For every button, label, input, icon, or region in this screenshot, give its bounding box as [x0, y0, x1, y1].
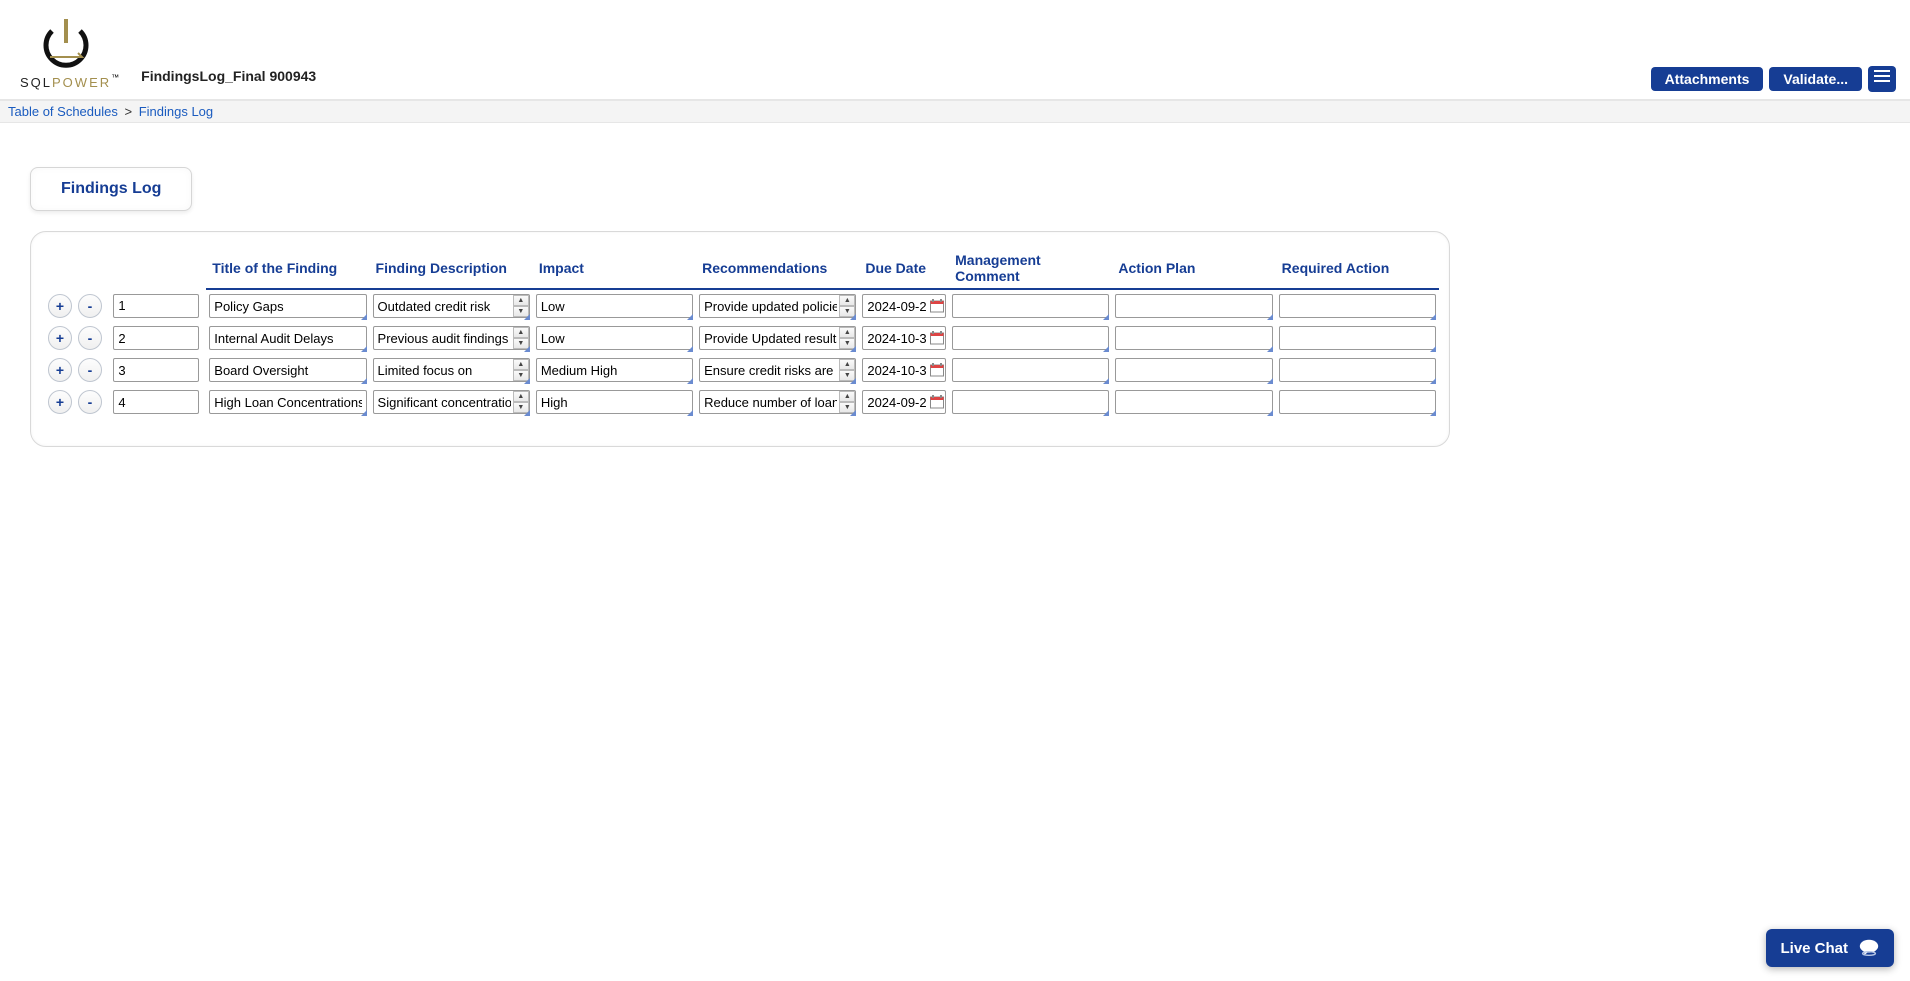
recommendations-input[interactable] — [699, 390, 856, 414]
required-action-input[interactable] — [1279, 294, 1436, 318]
live-chat-label: Live Chat — [1780, 940, 1848, 957]
description-input-up[interactable]: ▲ — [513, 359, 529, 370]
recommendations-input-down[interactable]: ▼ — [839, 338, 855, 349]
description-input-up[interactable]: ▲ — [513, 391, 529, 402]
header: SQLPOWER FindingsLog_Final 900943 Attach… — [0, 0, 1910, 100]
remove-row-button[interactable]: - — [78, 294, 102, 318]
management-comment-input[interactable] — [952, 390, 1109, 414]
live-chat-button[interactable]: Live Chat — [1766, 929, 1894, 967]
action-plan-input[interactable] — [1115, 390, 1272, 414]
required-action-input[interactable] — [1279, 390, 1436, 414]
col-header-impact: Impact — [533, 248, 696, 289]
title-input[interactable] — [209, 390, 366, 414]
tab-bar: Findings Log — [0, 123, 1910, 231]
logo-power-icon — [38, 17, 94, 73]
action-plan-input[interactable] — [1115, 326, 1272, 350]
description-input-down[interactable]: ▼ — [513, 370, 529, 381]
table-row: + - ▲▼▲▼ — [41, 386, 1439, 418]
col-header-actions — [41, 248, 110, 289]
hamburger-icon — [1874, 69, 1890, 88]
required-action-input[interactable] — [1279, 326, 1436, 350]
recommendations-input-up[interactable]: ▲ — [839, 295, 855, 306]
remove-row-button[interactable]: - — [78, 326, 102, 350]
management-comment-input[interactable] — [952, 326, 1109, 350]
chat-bubble-icon — [1858, 937, 1880, 959]
col-header-required-action: Required Action — [1276, 248, 1439, 289]
findings-grid: Title of the Finding Finding Description… — [41, 248, 1439, 418]
recommendations-input[interactable] — [699, 294, 856, 318]
recommendations-input[interactable] — [699, 326, 856, 350]
required-action-input[interactable] — [1279, 358, 1436, 382]
grid-header-row: Title of the Finding Finding Description… — [41, 248, 1439, 289]
breadcrumb: Table of Schedules > Findings Log — [0, 100, 1910, 123]
menu-button[interactable] — [1868, 66, 1896, 92]
impact-input[interactable] — [536, 294, 693, 318]
description-input-down[interactable]: ▼ — [513, 402, 529, 413]
row-number-input[interactable] — [113, 294, 199, 318]
col-header-rownum — [110, 248, 206, 289]
table-row: + - ▲▼▲▼ — [41, 354, 1439, 386]
add-row-button[interactable]: + — [48, 294, 72, 318]
row-number-input[interactable] — [113, 390, 199, 414]
col-header-action-plan: Action Plan — [1112, 248, 1275, 289]
due-date-input-calendar-icon[interactable] — [930, 331, 944, 345]
title-input[interactable] — [209, 326, 366, 350]
action-plan-input[interactable] — [1115, 358, 1272, 382]
recommendations-input-down[interactable]: ▼ — [839, 306, 855, 317]
recommendations-input-up[interactable]: ▲ — [839, 359, 855, 370]
breadcrumb-separator: > — [124, 104, 132, 119]
description-input-up[interactable]: ▲ — [513, 327, 529, 338]
col-header-due-date: Due Date — [859, 248, 949, 289]
attachments-button[interactable]: Attachments — [1651, 67, 1764, 91]
col-header-mgmt-comment: Management Comment — [949, 248, 1112, 289]
document-title: FindingsLog_Final 900943 — [141, 68, 316, 90]
due-date-input-calendar-icon[interactable] — [930, 363, 944, 377]
description-input[interactable] — [373, 390, 530, 414]
add-row-button[interactable]: + — [48, 390, 72, 414]
col-header-description: Finding Description — [370, 248, 533, 289]
description-input[interactable] — [373, 358, 530, 382]
impact-input[interactable] — [536, 326, 693, 350]
description-input-up[interactable]: ▲ — [513, 295, 529, 306]
logo: SQLPOWER — [20, 17, 111, 90]
impact-input[interactable] — [536, 390, 693, 414]
col-header-title: Title of the Finding — [206, 248, 369, 289]
title-input[interactable] — [209, 294, 366, 318]
row-number-input[interactable] — [113, 326, 199, 350]
recommendations-input-down[interactable]: ▼ — [839, 370, 855, 381]
logo-text-sql: SQL — [20, 75, 52, 90]
breadcrumb-link-schedules[interactable]: Table of Schedules — [8, 104, 118, 119]
description-input-down[interactable]: ▼ — [513, 338, 529, 349]
recommendations-input-up[interactable]: ▲ — [839, 327, 855, 338]
add-row-button[interactable]: + — [48, 358, 72, 382]
tab-findings-log[interactable]: Findings Log — [30, 167, 192, 211]
description-input-down[interactable]: ▼ — [513, 306, 529, 317]
management-comment-input[interactable] — [952, 358, 1109, 382]
logo-text: SQLPOWER — [20, 75, 111, 90]
impact-input[interactable] — [536, 358, 693, 382]
table-row: + - ▲▼▲▼ — [41, 322, 1439, 354]
remove-row-button[interactable]: - — [78, 358, 102, 382]
management-comment-input[interactable] — [952, 294, 1109, 318]
validate-button[interactable]: Validate... — [1769, 67, 1862, 91]
due-date-input-calendar-icon[interactable] — [930, 299, 944, 313]
remove-row-button[interactable]: - — [78, 390, 102, 414]
header-left: SQLPOWER FindingsLog_Final 900943 — [20, 17, 316, 90]
recommendations-input[interactable] — [699, 358, 856, 382]
table-row: + - ▲▼▲▼ — [41, 289, 1439, 322]
description-input[interactable] — [373, 294, 530, 318]
due-date-input-calendar-icon[interactable] — [930, 395, 944, 409]
header-right: Attachments Validate... — [1651, 16, 1900, 92]
row-number-input[interactable] — [113, 358, 199, 382]
logo-text-power: POWER — [52, 75, 111, 90]
col-header-recommendations: Recommendations — [696, 248, 859, 289]
breadcrumb-current: Findings Log — [139, 104, 213, 119]
add-row-button[interactable]: + — [48, 326, 72, 350]
findings-grid-panel: Title of the Finding Finding Description… — [30, 231, 1450, 447]
title-input[interactable] — [209, 358, 366, 382]
action-plan-input[interactable] — [1115, 294, 1272, 318]
recommendations-input-down[interactable]: ▼ — [839, 402, 855, 413]
description-input[interactable] — [373, 326, 530, 350]
recommendations-input-up[interactable]: ▲ — [839, 391, 855, 402]
